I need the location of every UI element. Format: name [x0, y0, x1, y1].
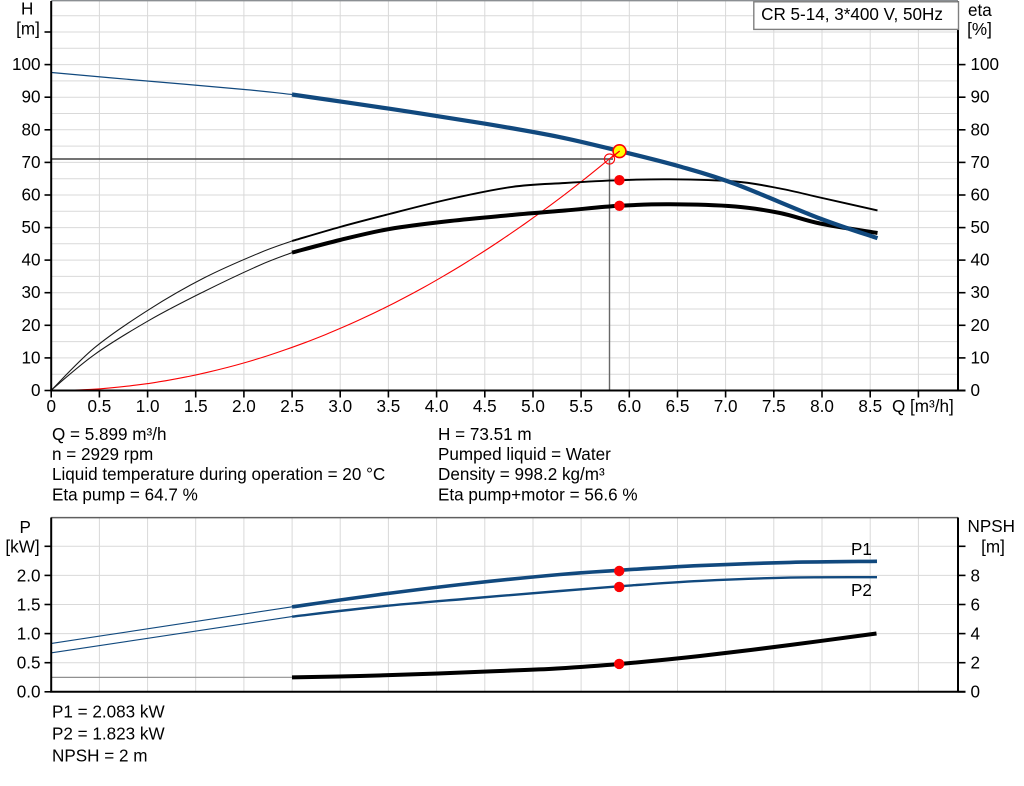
svg-text:7.5: 7.5	[762, 397, 786, 416]
svg-text:90: 90	[21, 88, 40, 107]
svg-text:Liquid temperature during oper: Liquid temperature during operation = 20…	[52, 465, 385, 484]
svg-text:1.0: 1.0	[17, 625, 41, 644]
svg-text:NPSH = 2 m: NPSH = 2 m	[52, 747, 147, 766]
svg-text:50: 50	[21, 218, 40, 237]
svg-text:1.0: 1.0	[136, 397, 160, 416]
svg-text:[m]: [m]	[981, 538, 1005, 557]
svg-text:100: 100	[12, 55, 41, 74]
svg-text:2.0: 2.0	[232, 397, 256, 416]
svg-text:100: 100	[971, 55, 1000, 74]
svg-text:40: 40	[21, 251, 40, 270]
svg-text:P1 = 2.083 kW: P1 = 2.083 kW	[52, 703, 165, 722]
svg-text:80: 80	[21, 120, 40, 139]
svg-text:4: 4	[971, 625, 981, 644]
svg-text:eta: eta	[968, 1, 992, 20]
svg-text:Eta pump = 64.7 %: Eta pump = 64.7 %	[52, 485, 198, 504]
svg-text:0.0: 0.0	[17, 683, 41, 702]
svg-text:7.0: 7.0	[714, 397, 738, 416]
svg-text:H: H	[21, 0, 33, 18]
svg-text:[kW]: [kW]	[5, 538, 39, 557]
svg-text:90: 90	[971, 88, 990, 107]
svg-text:0: 0	[971, 683, 981, 702]
svg-text:1.5: 1.5	[17, 595, 41, 614]
svg-text:30: 30	[21, 283, 40, 302]
svg-text:30: 30	[971, 283, 990, 302]
svg-text:60: 60	[21, 186, 40, 205]
svg-text:2.0: 2.0	[17, 566, 41, 585]
svg-text:50: 50	[971, 218, 990, 237]
svg-text:2.5: 2.5	[280, 397, 304, 416]
svg-text:20: 20	[971, 316, 990, 335]
svg-text:5.5: 5.5	[569, 397, 593, 416]
svg-text:8: 8	[971, 566, 981, 585]
svg-text:60: 60	[971, 186, 990, 205]
svg-text:0.5: 0.5	[17, 654, 41, 673]
svg-text:10: 10	[21, 348, 40, 367]
svg-text:80: 80	[971, 120, 990, 139]
svg-text:Density = 998.2 kg/m³: Density = 998.2 kg/m³	[438, 465, 605, 484]
svg-text:P: P	[20, 518, 31, 537]
svg-text:20: 20	[21, 316, 40, 335]
svg-text:0.5: 0.5	[88, 397, 112, 416]
svg-text:5.0: 5.0	[521, 397, 545, 416]
svg-text:Pumped liquid = Water: Pumped liquid = Water	[438, 445, 611, 464]
svg-text:8.5: 8.5	[858, 397, 882, 416]
svg-text:P2 = 1.823 kW: P2 = 1.823 kW	[52, 725, 165, 744]
svg-text:Q [m³/h]: Q [m³/h]	[892, 397, 954, 416]
svg-text:0: 0	[31, 381, 41, 400]
svg-text:n = 2929 rpm: n = 2929 rpm	[52, 445, 153, 464]
svg-text:[m]: [m]	[16, 19, 40, 38]
svg-text:10: 10	[971, 348, 990, 367]
svg-text:[%]: [%]	[967, 20, 992, 39]
svg-text:3.0: 3.0	[328, 397, 352, 416]
svg-text:6: 6	[971, 595, 981, 614]
svg-text:4.5: 4.5	[473, 397, 497, 416]
svg-text:P2: P2	[851, 581, 872, 600]
svg-text:70: 70	[21, 153, 40, 172]
svg-text:1.5: 1.5	[184, 397, 208, 416]
svg-text:Q = 5.899 m³/h: Q = 5.899 m³/h	[52, 425, 167, 444]
svg-text:70: 70	[971, 153, 990, 172]
svg-text:2: 2	[971, 654, 981, 673]
svg-text:H = 73.51 m: H = 73.51 m	[438, 425, 532, 444]
svg-text:3.5: 3.5	[377, 397, 401, 416]
svg-text:4.0: 4.0	[425, 397, 449, 416]
svg-text:Eta pump+motor = 56.6 %: Eta pump+motor = 56.6 %	[438, 485, 638, 504]
svg-text:40: 40	[971, 251, 990, 270]
svg-text:6.0: 6.0	[617, 397, 641, 416]
svg-text:6.5: 6.5	[666, 397, 690, 416]
svg-text:P1: P1	[851, 540, 872, 559]
svg-text:0: 0	[971, 381, 981, 400]
svg-text:NPSH: NPSH	[968, 517, 1016, 536]
svg-text:8.0: 8.0	[810, 397, 834, 416]
svg-text:CR 5-14, 3*400 V, 50Hz: CR 5-14, 3*400 V, 50Hz	[761, 5, 943, 24]
svg-text:0: 0	[46, 397, 56, 416]
